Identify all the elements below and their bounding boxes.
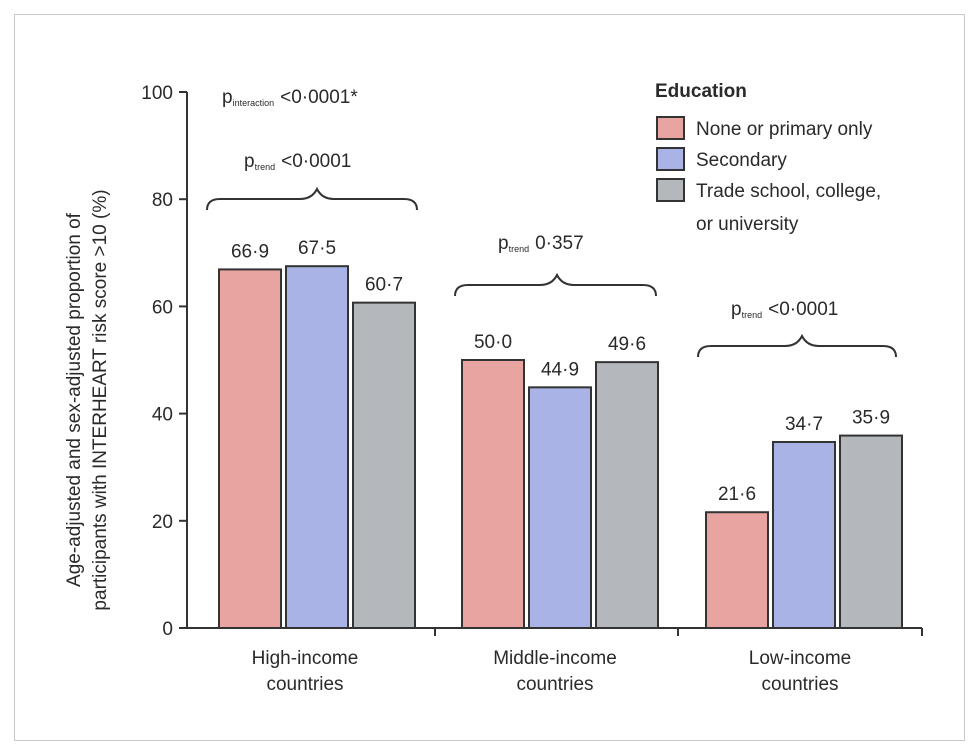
legend-label: Trade school, college, bbox=[696, 181, 881, 202]
bar-value-label: 35·9 bbox=[852, 408, 890, 429]
y-axis-label-line2: participants with INTERHEART risk score … bbox=[90, 189, 111, 610]
bar bbox=[839, 434, 903, 629]
y-tick-label: 60 bbox=[152, 297, 173, 318]
legend-label: Secondary bbox=[696, 150, 787, 171]
p-trend-annotation: ptrend <0·0001 bbox=[731, 299, 838, 320]
p-value: <0·0001* bbox=[280, 87, 358, 108]
bar bbox=[595, 361, 659, 629]
y-tick-label: 100 bbox=[141, 83, 173, 104]
group-brace bbox=[206, 186, 418, 211]
y-tick-label: 20 bbox=[152, 512, 173, 533]
bar-value-label: 44·9 bbox=[541, 359, 579, 380]
y-axis-ticks: 0 20 40 60 80 100 bbox=[141, 83, 187, 640]
bar bbox=[461, 359, 525, 629]
p-subscript: trend bbox=[509, 244, 530, 254]
bar bbox=[772, 441, 836, 629]
legend-swatch bbox=[656, 178, 685, 202]
bar-value-labels: 66·9 50·0 21·6 67·5 44·9 34·7 60·7 49·6 35·9 bbox=[231, 238, 890, 505]
x-tick-label: Middle-income bbox=[493, 648, 617, 669]
bar-value-label: 66·9 bbox=[231, 241, 269, 262]
bar-value-label: 49·6 bbox=[608, 334, 646, 355]
bar bbox=[352, 301, 416, 629]
p-subscript: interaction bbox=[233, 98, 275, 108]
p-symbol: p bbox=[222, 87, 233, 108]
p-symbol: p bbox=[731, 299, 742, 320]
bar-value-label: 67·5 bbox=[298, 238, 336, 259]
bar-value-label: 60·7 bbox=[365, 275, 403, 296]
y-tick-label: 80 bbox=[152, 190, 173, 211]
x-tick-label: countries bbox=[761, 674, 838, 695]
p-value: <0·0001 bbox=[281, 151, 351, 172]
p-value: 0·357 bbox=[535, 233, 584, 254]
x-tick-label: Low-income bbox=[749, 648, 851, 669]
bar-value-label: 34·7 bbox=[785, 414, 823, 435]
p-subscript: trend bbox=[255, 162, 276, 172]
y-tick-label: 40 bbox=[152, 405, 173, 426]
p-interaction-annotation: pinteraction <0·0001* bbox=[222, 87, 358, 108]
group-brace bbox=[697, 333, 897, 358]
legend-swatch bbox=[656, 116, 685, 140]
bar bbox=[285, 265, 349, 629]
legend-swatch bbox=[656, 147, 685, 171]
legend-label: or university bbox=[696, 214, 799, 235]
bar bbox=[705, 511, 769, 629]
p-symbol: p bbox=[244, 151, 255, 172]
bar-value-label: 21·6 bbox=[718, 484, 756, 505]
legend-label: None or primary only bbox=[696, 119, 873, 140]
group-brace bbox=[454, 272, 657, 297]
legend-title: Education bbox=[655, 81, 747, 102]
p-subscript: trend bbox=[742, 310, 763, 320]
x-tick-label: countries bbox=[266, 674, 343, 695]
x-tick-label: countries bbox=[516, 674, 593, 695]
y-tick-label: 0 bbox=[162, 619, 173, 640]
y-axis-label: Age-adjusted and sex-adjusted proportion… bbox=[64, 189, 111, 610]
p-symbol: p bbox=[498, 233, 509, 254]
bar-value-label: 50·0 bbox=[474, 332, 512, 353]
p-trend-annotation: ptrend <0·0001 bbox=[244, 151, 351, 172]
x-axis-category-labels: High-income countries Middle-income coun… bbox=[252, 648, 852, 695]
y-axis-label-line1: Age-adjusted and sex-adjusted proportion… bbox=[64, 212, 85, 587]
legend: Education None or primary only Secondary… bbox=[655, 81, 881, 235]
bar bbox=[528, 386, 592, 629]
p-value: <0·0001 bbox=[768, 299, 838, 320]
x-tick-label: High-income bbox=[252, 648, 359, 669]
p-trend-annotation: ptrend 0·357 bbox=[498, 233, 584, 254]
bars bbox=[218, 265, 903, 629]
bar bbox=[218, 268, 282, 629]
